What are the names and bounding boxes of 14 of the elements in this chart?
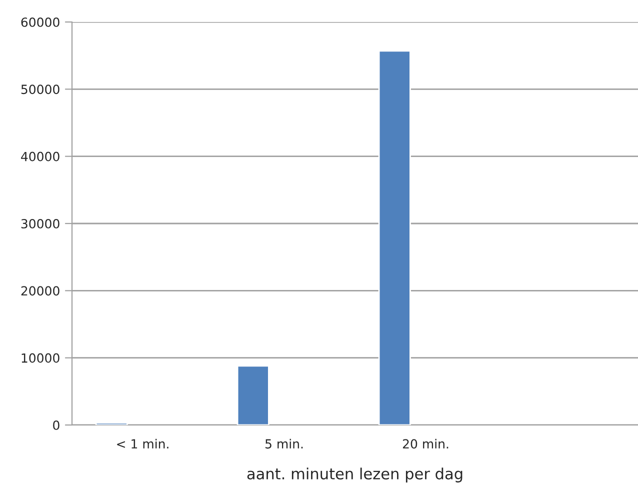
y-tick-label: 10000 [22,353,60,363]
x-tick-label: 5 min. [265,438,303,449]
y-tick-label: 50000 [21,84,60,94]
y-tick-label: 30000 [21,218,60,228]
x-axis-title: aant. minuten lezen per dag [247,468,462,482]
bar [95,422,128,425]
x-tick-label: 20 min. [402,438,448,449]
bar [378,50,411,425]
y-tick-label: 60000 [21,17,60,27]
y-tick-label: 20000 [21,286,60,296]
y-tick-label: 40000 [21,152,60,162]
y-tick-label: 0 [53,420,60,430]
x-tick-label: < 1 min. [117,438,168,448]
bar [236,365,270,425]
